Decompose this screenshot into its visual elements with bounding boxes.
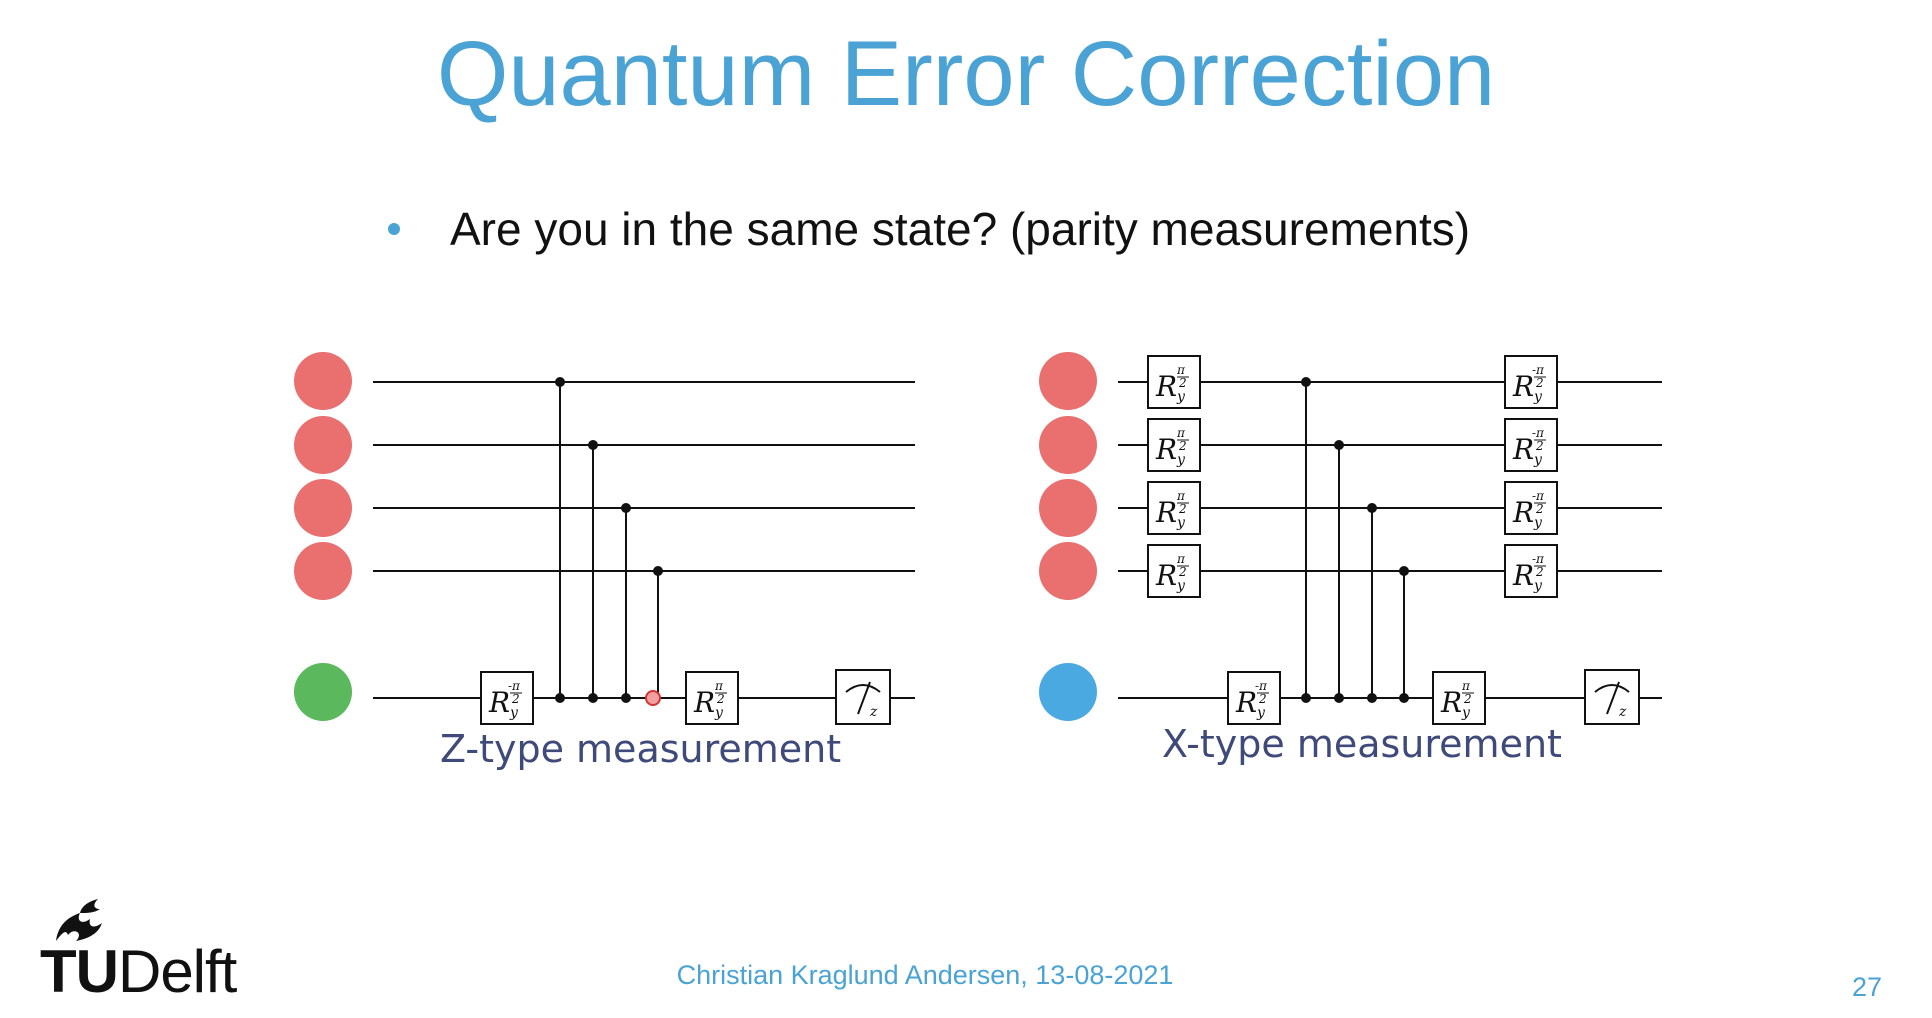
svg-text:-π: -π	[508, 679, 521, 693]
cursor-highlight-icon	[645, 690, 661, 706]
svg-text:y: y	[1176, 389, 1186, 405]
svg-text:R: R	[1512, 370, 1534, 403]
svg-text:y: y	[714, 705, 724, 721]
svg-text:2: 2	[511, 692, 520, 706]
x-ancilla-post-gate: R π 2 y	[1432, 671, 1486, 725]
z-data-qubit-1	[294, 352, 352, 410]
svg-text:y: y	[1533, 389, 1543, 405]
svg-text:z: z	[869, 704, 878, 720]
svg-text:2: 2	[1535, 502, 1544, 516]
svg-text:y: y	[1533, 452, 1543, 468]
z-data-qubit-4	[294, 542, 352, 600]
svg-text:z: z	[1618, 704, 1627, 720]
svg-text:y: y	[1533, 515, 1543, 531]
z-post-rotation-gate: R π 2 y	[685, 671, 739, 725]
z-measurement-icon: z	[835, 669, 891, 725]
x-pre-gate-column: R π 2 y R π 2 y R π 2 y	[1147, 355, 1201, 598]
svg-text:-π: -π	[1532, 552, 1545, 566]
x-ancilla-pre-gate: R -π 2 y	[1227, 671, 1281, 725]
bullet-text: Are you in the same state? (parity measu…	[450, 203, 1471, 255]
bullet-dot-icon	[388, 222, 400, 235]
svg-text:2: 2	[716, 692, 725, 706]
svg-text:R: R	[1512, 559, 1534, 592]
logo-text: TUDelft	[40, 938, 237, 1005]
svg-text:π: π	[1176, 363, 1186, 377]
slide-title: Quantum Error Correction	[436, 23, 1496, 125]
x-type-circuit: R π 2 y R π 2 y R π 2 y	[1039, 352, 1662, 766]
svg-text:2: 2	[1178, 565, 1187, 579]
svg-text:π: π	[1176, 552, 1186, 566]
svg-text:R: R	[1155, 433, 1177, 466]
svg-text:R: R	[1155, 370, 1177, 403]
svg-text:2: 2	[1178, 376, 1187, 390]
x-data-qubit-4	[1039, 542, 1097, 600]
svg-text:-π: -π	[1532, 363, 1545, 377]
x-type-caption: X-type measurement	[1162, 722, 1562, 766]
svg-text:2: 2	[1178, 502, 1187, 516]
bullet-item: Are you in the same state? (parity measu…	[388, 202, 1470, 256]
svg-text:-π: -π	[1532, 489, 1545, 503]
svg-text:π: π	[1176, 426, 1186, 440]
svg-text:π: π	[714, 679, 724, 693]
footer-author-date: Christian Kraglund Andersen, 13-08-2021	[676, 960, 1174, 990]
svg-text:2: 2	[1463, 692, 1472, 706]
svg-text:y: y	[1176, 578, 1186, 594]
svg-text:R: R	[1155, 559, 1177, 592]
z-data-qubit-2	[294, 416, 352, 474]
z-pre-rotation-gate: R -π 2 y	[480, 671, 534, 725]
svg-text:R: R	[1235, 686, 1257, 719]
x-post-gate-column: R -π 2 y R -π 2 y R -π 2 y	[1504, 355, 1558, 598]
z-data-qubit-3	[294, 479, 352, 537]
x-measurement-icon: z	[1584, 669, 1640, 725]
x-data-qubit-2	[1039, 416, 1097, 474]
svg-text:R: R	[1155, 496, 1177, 529]
svg-text:2: 2	[1258, 692, 1267, 706]
svg-text:π: π	[1176, 489, 1186, 503]
z-ancilla-qubit	[294, 663, 352, 721]
svg-text:R: R	[1512, 496, 1534, 529]
svg-text:-π: -π	[1532, 426, 1545, 440]
svg-text:y: y	[1176, 452, 1186, 468]
svg-text:y: y	[509, 705, 519, 721]
svg-text:R: R	[1440, 686, 1462, 719]
svg-text:y: y	[1461, 705, 1471, 721]
svg-text:R: R	[1512, 433, 1534, 466]
svg-text:y: y	[1533, 578, 1543, 594]
svg-text:π: π	[1461, 679, 1471, 693]
x-ancilla-qubit	[1039, 663, 1097, 721]
svg-text:2: 2	[1178, 439, 1187, 453]
z-type-caption: Z-type measurement	[440, 727, 841, 771]
x-data-qubit-3	[1039, 479, 1097, 537]
svg-text:y: y	[1256, 705, 1266, 721]
svg-text:2: 2	[1535, 565, 1544, 579]
svg-text:y: y	[1176, 515, 1186, 531]
svg-text:2: 2	[1535, 376, 1544, 390]
svg-text:2: 2	[1535, 439, 1544, 453]
x-data-qubit-1	[1039, 352, 1097, 410]
svg-text:R: R	[488, 686, 510, 719]
svg-text:R: R	[693, 686, 715, 719]
svg-text:-π: -π	[1255, 679, 1268, 693]
z-type-circuit: R -π 2 y R π 2 y z Z-type measurement	[294, 352, 915, 771]
flame-icon	[56, 899, 102, 941]
page-number: 27	[1851, 972, 1882, 1002]
